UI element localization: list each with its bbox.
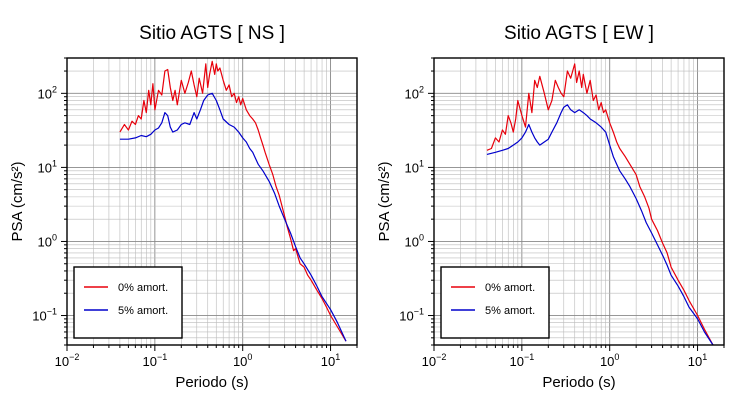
chart-1-frame xyxy=(66,57,358,346)
chart-2-y-tick-label: 102 xyxy=(405,84,424,101)
chart-1-plot-area xyxy=(119,60,347,342)
chart-2-frame xyxy=(433,57,725,346)
chart-2-series-red-line xyxy=(486,63,714,345)
chart-2-x-tick-label: 10−2 xyxy=(422,352,447,369)
chart-1-y-tick-label: 10−1 xyxy=(32,307,57,324)
chart-2-x-tick-label: 101 xyxy=(688,352,707,369)
chart-1-series-red-line xyxy=(119,60,347,342)
chart-2-x-axis-label: Periodo (s) xyxy=(542,374,615,391)
chart-1-series-blue-line xyxy=(119,92,347,342)
chart-2-plot-area xyxy=(486,63,714,345)
chart-2-legend-box xyxy=(440,266,550,339)
chart-1-legend-box xyxy=(73,266,183,339)
chart-2-legend: 0% amort. 5% amort. xyxy=(440,266,550,339)
chart-2-legend-label-red: 0% amort. xyxy=(485,282,535,294)
chart-2-series-blue-line xyxy=(486,104,714,345)
chart-1-y-tick-label: 101 xyxy=(38,158,57,175)
chart-2-title: Sitio AGTS [ EW ] xyxy=(504,23,654,44)
chart-1: 10−2 10−1 100 101 10−1 100 101 102 Sitio AGTS [ … xyxy=(9,23,358,391)
chart-1-x-tick-label: 101 xyxy=(321,352,340,369)
chart-1-y-tick-label: 102 xyxy=(38,84,57,101)
chart-1-x-tick-label: 10−2 xyxy=(55,352,80,369)
chart-2-y-axis-label: PSA (cm/s²) xyxy=(376,161,393,241)
chart-1-title: Sitio AGTS [ NS ] xyxy=(139,23,285,44)
chart-1-x-tick-label: 10−1 xyxy=(142,352,167,369)
chart-1-x-tick-label: 100 xyxy=(233,352,252,369)
chart-2-x-tick-label: 100 xyxy=(600,352,619,369)
chart-2-legend-label-blue: 5% amort. xyxy=(485,305,535,317)
chart-1-y-tick-label: 100 xyxy=(38,232,57,249)
chart-2-x-tick-label: 10−1 xyxy=(509,352,534,369)
chart-2-y-tick-label: 100 xyxy=(405,232,424,249)
chart-1-legend: 0% amort. 5% amort. xyxy=(73,266,183,339)
chart-2-y-tick-label: 101 xyxy=(405,158,424,175)
chart-2-y-tick-label: 10−1 xyxy=(399,307,424,324)
chart-2: 10−2 10−1 100 101 10−1 100 101 102 Sitio AGTS [ … xyxy=(376,23,725,391)
chart-1-y-axis-label: PSA (cm/s²) xyxy=(9,161,26,241)
chart-1-x-axis-label: Periodo (s) xyxy=(175,374,248,391)
chart-1-legend-label-red: 0% amort. xyxy=(118,282,168,294)
chart-1-legend-label-blue: 5% amort. xyxy=(118,305,168,317)
